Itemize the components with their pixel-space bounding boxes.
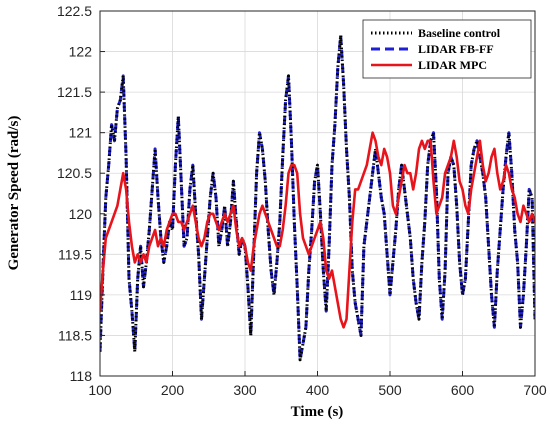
series-group bbox=[100, 33, 535, 362]
y-tick-label: 118.5 bbox=[58, 327, 92, 343]
series-line-baseline-control bbox=[100, 33, 535, 362]
y-tick-label: 121.5 bbox=[57, 84, 92, 100]
series-layer bbox=[100, 33, 535, 362]
y-tick-label: 119.5 bbox=[58, 246, 92, 262]
legend-label-baseline: Baseline control bbox=[418, 26, 501, 40]
x-tick-label: 100 bbox=[88, 382, 112, 398]
legend: Baseline control LIDAR FB-FF LIDAR MPC bbox=[362, 19, 532, 79]
x-tick-label: 400 bbox=[306, 382, 330, 398]
x-tick-label: 600 bbox=[451, 382, 475, 398]
legend-label-lidar-mpc: LIDAR MPC bbox=[418, 58, 487, 72]
x-tick-label: 500 bbox=[378, 382, 402, 398]
y-tick-label: 122.5 bbox=[57, 3, 92, 19]
y-axis-title: Generator Speed (rad/s) bbox=[6, 116, 22, 271]
tick-labels: 100 200 300 400 500 600 700 118 118.5 119 119.5 120… bbox=[57, 3, 547, 398]
series-line-lidar-mpc bbox=[100, 131, 535, 329]
y-tick-label: 121 bbox=[69, 125, 93, 141]
y-tick-label: 118 bbox=[70, 368, 93, 384]
x-tick-label: 200 bbox=[161, 382, 185, 398]
y-tick-label: 122 bbox=[69, 44, 93, 60]
x-axis-title: Time (s) bbox=[291, 404, 344, 420]
x-tick-label: 700 bbox=[523, 382, 547, 398]
ticks bbox=[99, 10, 536, 377]
legend-label-lidar-fb-ff: LIDAR FB-FF bbox=[418, 42, 494, 56]
x-tick-label: 300 bbox=[233, 382, 257, 398]
y-tick-label: 120.5 bbox=[57, 165, 92, 181]
y-tick-label: 119 bbox=[70, 287, 93, 303]
y-tick-label: 120 bbox=[69, 206, 93, 222]
